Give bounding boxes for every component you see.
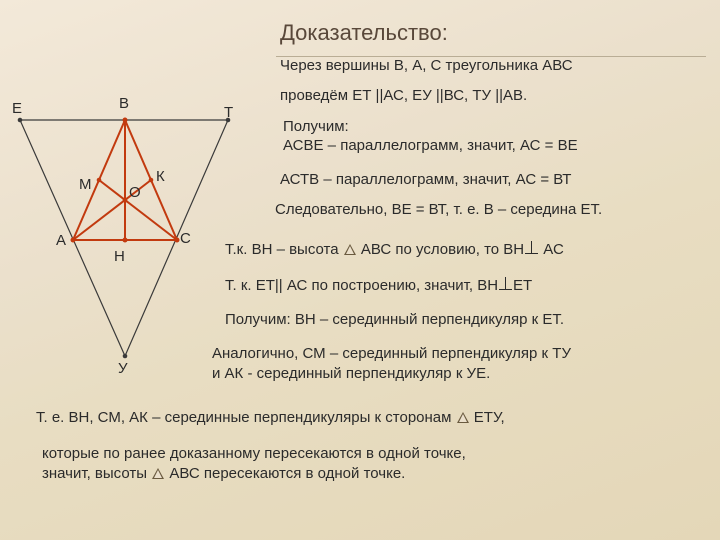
label-A: А [56, 232, 66, 249]
label-E: Е [12, 100, 22, 117]
label-H: Н [114, 248, 125, 265]
l2-part-c: ВС, ТУ [444, 87, 491, 104]
label-B: В [119, 95, 129, 112]
line-5: АСТВ – параллелограмм, значит, АС = ВТ [280, 170, 571, 190]
proof-title: Доказательство: [280, 20, 448, 46]
line-6: Следовательно, ВЕ = ВТ, т. е. В – середи… [275, 200, 602, 220]
label-M: М [79, 176, 92, 193]
line-3: Получим: [283, 117, 349, 137]
label-O: О [129, 184, 141, 201]
line-7: Т.к. ВН – высота АВС по условию, то ВН А… [225, 240, 564, 260]
line-1: Через вершины В, А, С треугольника АВС [280, 56, 573, 76]
l14-a: значит, высоты [42, 465, 151, 482]
line-8: Т. к. ЕТ|| АС по построению, значит, ВНЕ… [225, 276, 532, 296]
line-4: АСВЕ – параллелограмм, значит, АС = ВЕ [283, 136, 578, 156]
l7-a: Т.к. ВН – высота [225, 241, 343, 258]
line-12: Т. е. ВН, СМ, АК – серединные перпендику… [36, 408, 505, 428]
l2-part-d: АВ. [503, 87, 527, 104]
label-T: Т [224, 104, 233, 121]
l8-c: ЕТ [513, 277, 532, 294]
perpendicular-icon [499, 277, 512, 292]
l12-b: ЕТУ, [470, 409, 505, 426]
l7-c: АС [539, 241, 564, 258]
line-13: которые по ранее доказанному пересекаютс… [42, 444, 466, 464]
l8-b: АС по построению, значит, ВН [283, 277, 498, 294]
line-2: проведём ЕТ ||АС, ЕУ ||ВС, ТУ ||АВ. [280, 86, 527, 106]
line-14: значит, высоты АВС пересекаются в одной … [42, 464, 405, 484]
line-10: Аналогично, СМ – серединный перпендикуля… [212, 344, 571, 364]
geometry-figure [10, 100, 240, 370]
perpendicular-icon [525, 241, 538, 256]
label-C: С [180, 230, 191, 247]
l2-part-b: АС, ЕУ [383, 87, 431, 104]
triangle-icon [152, 468, 164, 479]
label-U: У [118, 360, 128, 377]
triangle-icon [344, 244, 356, 255]
l2-part-a: проведём ЕТ [280, 87, 371, 104]
l14-b: АВС пересекаются в одной точке. [165, 465, 405, 482]
line-11: и АК - серединный перпендикуляр к УЕ. [212, 364, 490, 384]
l7-b: АВС по условию, то ВН [357, 241, 524, 258]
triangle-icon [457, 412, 469, 423]
l12-a: Т. е. ВН, СМ, АК – серединные перпендику… [36, 409, 456, 426]
line-9: Получим: ВН – серединный перпендикуляр к… [225, 310, 564, 330]
label-K: К [156, 168, 165, 185]
